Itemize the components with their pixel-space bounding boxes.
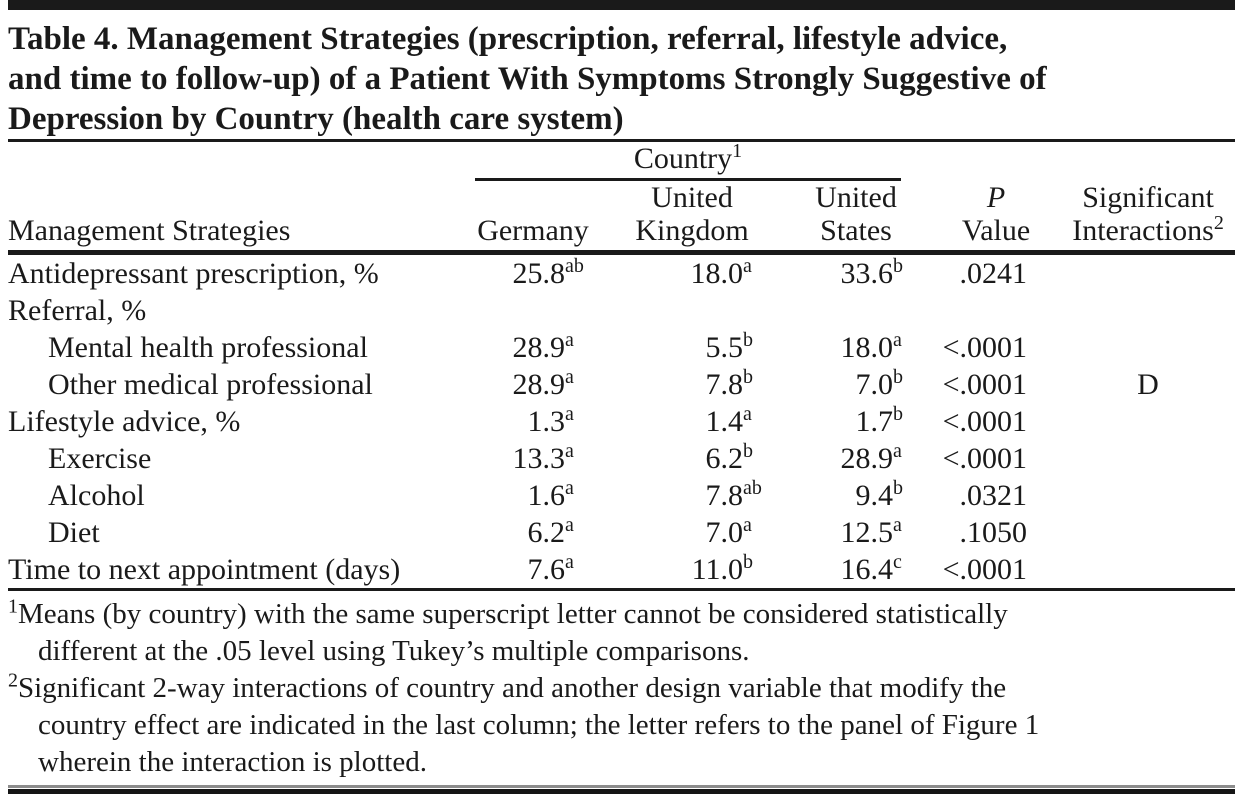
cell-germany: 1.6a — [527, 477, 574, 512]
cell-germany: 6.2a — [527, 514, 574, 549]
table-row: Diet 6.2a 7.0a 12.5a .1050 — [8, 514, 1235, 551]
cell-united-states: 28.9a — [840, 440, 902, 475]
row-label: Other medical professional — [48, 368, 373, 401]
country-group-header: Country1 — [463, 141, 931, 181]
column-header-row: Management Strategies Germany United Kin… — [8, 181, 1236, 255]
footnote-marker: 2 — [8, 669, 18, 692]
cell-united-kingdom: 7.0a — [705, 514, 752, 549]
column-header-united-kingdom: United Kingdom — [603, 181, 781, 255]
footnote-2: 2Significant 2-way interactions of count… — [8, 669, 1040, 778]
footnote-1: 1Means (by country) with the same supers… — [8, 595, 1008, 667]
table-row: Other medical professional 28.9a 7.8b 7.… — [8, 366, 1235, 403]
table-title-line: Table 4. Management Strategies (prescrip… — [8, 21, 1008, 57]
cell-united-kingdom: 11.0b — [691, 551, 753, 586]
footnotes: 1Means (by country) with the same supers… — [8, 591, 1235, 781]
cell-significant-interactions — [1061, 292, 1235, 329]
country-group-label: Country1 — [475, 141, 902, 181]
row-label: Mental health professional — [48, 331, 368, 364]
cell-united-states: 7.0b — [855, 366, 904, 401]
cell-united-kingdom: 5.5b — [705, 329, 754, 364]
column-header-p-value: P Value — [931, 181, 1062, 255]
row-label: Exercise — [48, 442, 152, 475]
cell-germany: 28.9a — [512, 366, 574, 401]
cell-united-states: 16.4c — [840, 551, 902, 586]
column-header-management-strategies: Management Strategies — [8, 181, 463, 255]
table-row: Lifestyle advice, % 1.3a 1.4a 1.7b <.000… — [8, 403, 1235, 440]
cell-p-value: .1050 — [959, 516, 1028, 549]
cell-significant-interactions — [1061, 440, 1235, 477]
row-label: Time to next appointment (days) — [8, 553, 401, 586]
cell-p-value: <.0001 — [942, 331, 1028, 364]
cell-germany: 25.8ab — [512, 255, 584, 290]
data-table: Country1 Management Strategies Germany U… — [8, 141, 1236, 588]
column-header-germany: Germany — [463, 181, 603, 255]
cell-united-states — [781, 292, 931, 329]
cell-significant-interactions — [1061, 477, 1235, 514]
table-row: Mental health professional 28.9a 5.5b 18… — [8, 329, 1235, 366]
footnote-marker: 1 — [8, 595, 18, 618]
table-row: Alcohol 1.6a 7.8ab 9.4b .0321 — [8, 477, 1235, 514]
table-row: Referral, % — [8, 292, 1235, 329]
row-label: Diet — [48, 516, 100, 549]
cell-p-value: .0321 — [959, 479, 1028, 512]
cell-germany — [463, 292, 603, 329]
bottom-rule — [8, 785, 1235, 794]
cell-p-value — [931, 292, 1061, 329]
cell-significant-interactions — [1061, 403, 1235, 440]
cell-united-kingdom: 6.2b — [705, 440, 754, 475]
cell-united-states: 12.5a — [840, 514, 902, 549]
row-label: Lifestyle advice, % — [8, 405, 241, 438]
cell-germany: 13.3a — [512, 440, 574, 475]
cell-p-value: .0241 — [959, 257, 1028, 290]
table-row: Time to next appointment (days) 7.6a 11.… — [8, 551, 1235, 588]
cell-p-value: <.0001 — [942, 553, 1028, 586]
cell-united-states: 33.6b — [840, 255, 904, 290]
cell-significant-interactions — [1061, 514, 1235, 551]
row-label: Alcohol — [48, 479, 145, 512]
country-group-row: Country1 — [8, 141, 1235, 181]
cell-germany: 7.6a — [527, 551, 574, 586]
cell-united-kingdom — [603, 292, 781, 329]
cell-significant-interactions — [1061, 329, 1235, 366]
table-title-line: and time to follow-up) of a Patient With… — [8, 61, 1047, 97]
cell-united-kingdom: 7.8ab — [705, 477, 762, 512]
row-label: Antidepressant prescription, % — [8, 257, 379, 290]
top-rule — [8, 0, 1235, 10]
column-header-united-states: United States — [781, 181, 932, 255]
cell-significant-interactions: D — [1137, 368, 1159, 401]
table-title: Table 4. Management Strategies (prescrip… — [8, 10, 1235, 139]
row-label: Referral, % — [8, 294, 147, 327]
column-header-significant-interactions: Significant Interactions2 — [1061, 181, 1236, 255]
footnote-separator-rule — [8, 588, 1235, 591]
cell-p-value: <.0001 — [942, 442, 1028, 475]
cell-united-states: 1.7b — [855, 403, 904, 438]
table-row: Antidepressant prescription, % 25.8ab 18… — [8, 253, 1235, 293]
cell-significant-interactions — [1061, 253, 1235, 293]
title-rule — [8, 139, 1235, 142]
cell-united-kingdom: 7.8b — [705, 366, 754, 401]
cell-united-states: 18.0a — [840, 329, 902, 364]
cell-united-kingdom: 1.4a — [705, 403, 752, 438]
cell-germany: 1.3a — [527, 403, 574, 438]
table-row: Exercise 13.3a 6.2b 28.9a <.0001 — [8, 440, 1235, 477]
cell-p-value: <.0001 — [942, 368, 1028, 401]
table-title-line: Depression by Country (health care syste… — [8, 101, 624, 137]
cell-united-states: 9.4b — [855, 477, 904, 512]
cell-significant-interactions — [1061, 551, 1235, 588]
cell-p-value: <.0001 — [942, 405, 1028, 438]
cell-united-kingdom: 18.0a — [690, 255, 752, 290]
cell-germany: 28.9a — [512, 329, 574, 364]
